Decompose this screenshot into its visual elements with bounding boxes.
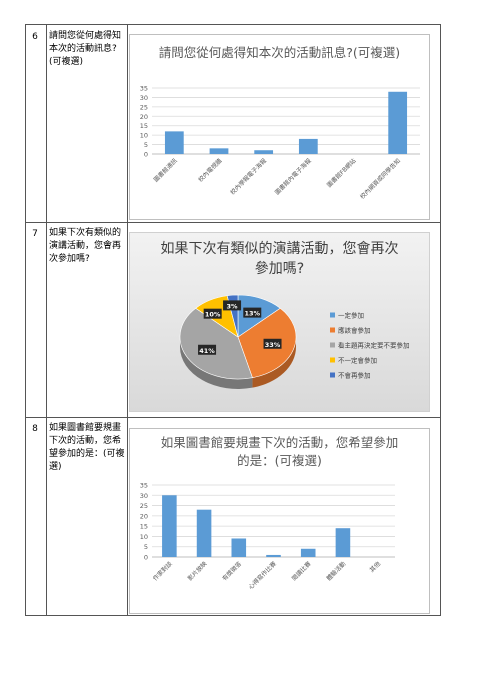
y-tick-label: 0 <box>144 554 148 562</box>
x-tick-label: 作家對談 <box>151 560 174 583</box>
chart-title: 如果圖書館要規畫下次的活動，您希望參加的是：(可複選) <box>160 435 399 468</box>
legend-entry: 不會再參加 <box>338 371 371 380</box>
chart-6: 請問您從何處得知本次的活動訊息?(可複選) 0 5 10 15 20 25 30 35 圖書館通… <box>129 34 430 220</box>
chart-7: 如果下次有類似的演講活動，您會再次參加嗎? 13% 33% 41% 10% 3% 一定參加… <box>129 232 430 412</box>
y-tick-label: 30 <box>140 94 148 102</box>
bar <box>254 150 274 154</box>
y-tick-label: 20 <box>140 512 148 520</box>
y-tick-label: 20 <box>140 113 148 121</box>
row-number: 7 <box>32 229 38 239</box>
x-tick-label: 圖書館FB網站 <box>325 157 357 189</box>
row-divider-1 <box>25 222 441 223</box>
y-tick-label: 10 <box>140 132 148 140</box>
chart-8: 如果圖書館要規畫下次的活動，您希望參加的是：(可複選) 0 5 10 15 20 25 30… <box>129 428 430 614</box>
bar <box>164 131 184 154</box>
table-border-top <box>25 24 441 25</box>
y-tick-label: 5 <box>144 543 148 551</box>
x-tick-label: 其他 <box>368 560 382 574</box>
y-tick-label: 0 <box>144 151 148 159</box>
x-tick-label: 校內電視牆 <box>197 157 224 184</box>
chart-title: 請問您從何處得知本次的活動訊息?(可複選) <box>158 45 401 60</box>
legend-swatch <box>330 357 335 363</box>
data-label: 33% <box>265 341 281 349</box>
y-tick-label: 30 <box>140 492 148 500</box>
question-text: 如果下次有類似的演講活動，您會再次參加嗎? <box>49 228 122 264</box>
data-label: 13% <box>245 310 261 318</box>
data-label: 3% <box>227 302 239 310</box>
y-tick-label: 25 <box>140 502 148 510</box>
table-border-bottom <box>25 615 441 616</box>
data-label-box <box>243 307 262 318</box>
legend-swatch <box>330 327 335 333</box>
row-number: 6 <box>32 32 38 42</box>
y-tick-label: 15 <box>140 122 148 130</box>
bar <box>162 495 177 557</box>
row-divider-2 <box>25 417 441 418</box>
bar <box>231 538 247 557</box>
x-tick-label: 閱讀比賽 <box>290 560 313 583</box>
legend-swatch <box>330 342 335 348</box>
legend-entry: 應該會參加 <box>338 326 371 335</box>
y-tick-label: 15 <box>140 523 148 531</box>
y-tick-label: 25 <box>140 103 148 111</box>
x-tick-label: 圖書館內電子海報 <box>273 157 313 197</box>
y-tick-label: 35 <box>140 482 148 490</box>
bar <box>209 148 229 154</box>
legend-entry: 不一定會參加 <box>338 356 377 365</box>
data-label: 41% <box>199 347 215 355</box>
row-number: 8 <box>32 424 38 434</box>
bar <box>266 554 281 557</box>
bar <box>298 138 318 154</box>
x-tick-label: 圖書館通訊 <box>152 157 179 184</box>
chart-8-svg: 0 5 10 15 20 25 30 35 作家對談 影片放映 有獎徵答 心得寫作比賽 閱讀比賽 體驗活動… <box>140 482 395 591</box>
x-tick-label: 校內學報電子海報 <box>228 157 268 197</box>
pie-slice-side <box>180 337 253 389</box>
column-divider-2 <box>127 24 128 616</box>
legend-swatch <box>330 312 335 318</box>
chart-7-svg: 13% 33% 41% 10% 3% 一定參加應該會參加看主題再決定要不要參加不一定會參加… <box>179 294 410 389</box>
x-tick-label: 校內網頁或同學告知 <box>358 157 402 201</box>
bar <box>196 509 212 557</box>
table-border-right <box>440 24 441 616</box>
x-tick-label: 體驗活動 <box>325 560 348 583</box>
question-text: 請問您從何處得知本次的活動訊息?(可複選) <box>49 31 122 67</box>
column-divider-1 <box>46 24 47 616</box>
y-tick-label: 10 <box>140 533 148 541</box>
x-tick-label: 有獎徵答 <box>221 560 244 583</box>
legend-swatch <box>330 372 335 378</box>
data-label-box <box>263 338 282 349</box>
data-label-box <box>198 344 217 355</box>
x-tick-label: 影片放映 <box>186 560 209 583</box>
legend-entry: 看主題再決定要不要參加 <box>338 341 410 350</box>
bar <box>388 91 408 154</box>
data-label-box <box>223 300 242 311</box>
legend-entry: 一定參加 <box>338 311 364 320</box>
y-tick-label: 5 <box>144 141 148 149</box>
data-label-box <box>203 308 222 319</box>
data-label: 10% <box>205 311 221 319</box>
x-tick-label: 心得寫作比賽 <box>247 560 278 591</box>
chart-title: 如果下次有類似的演講活動，您會再次參加嗎? <box>160 241 399 277</box>
pie-slice <box>179 307 253 380</box>
question-text: 如果圖書館要規畫下次的活動，您希望參加的是：(可複選) <box>49 423 125 472</box>
bar <box>335 528 351 557</box>
bar <box>300 548 316 557</box>
y-tick-label: 35 <box>140 85 148 93</box>
table-border-left <box>25 24 26 616</box>
